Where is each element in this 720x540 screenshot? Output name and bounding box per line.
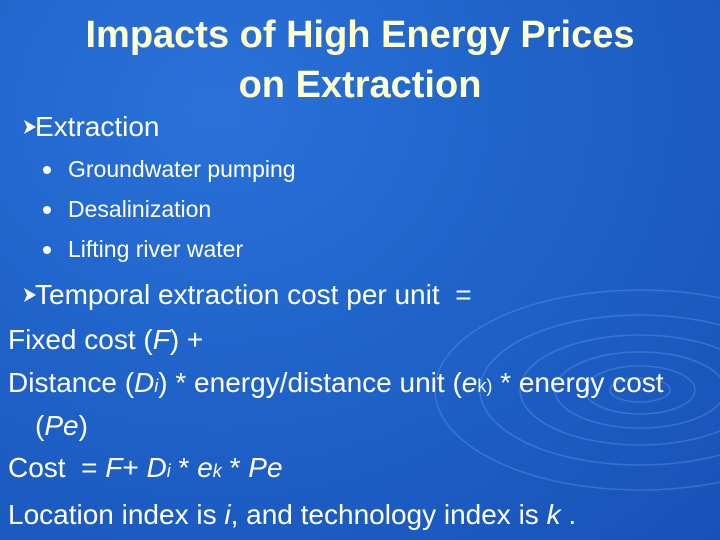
formula-paragraph: Distance (Di) * energy/distance unit (ek… (8, 363, 675, 446)
text-run: ) + (169, 324, 204, 355)
sub-bullet-dot (43, 246, 51, 254)
text-run: Fixed cost ( (8, 324, 153, 355)
sub-bullet-dot (43, 166, 51, 174)
bullet: Temporal extraction cost per unit = (35, 279, 472, 310)
text-run: + (122, 452, 147, 483)
arrow-bullets (24, 120, 36, 302)
text-run: D (134, 367, 155, 398)
text-run: Distance ( (8, 367, 135, 398)
formula-line: Cost = F+ Di * ek * Pe (8, 448, 675, 491)
title-line: on Extraction (238, 64, 482, 106)
formula-line: Location index is i, and technology inde… (8, 495, 675, 535)
text-run: k (546, 499, 561, 530)
text-run: F (105, 452, 123, 483)
text-run: Location index is (8, 499, 225, 530)
text-run: k (212, 461, 222, 481)
sub-bullet: Desalinization (68, 196, 212, 222)
text-run: i (224, 499, 231, 530)
text-run: Pe (248, 452, 283, 483)
sub-bullet: Groundwater pumping (68, 156, 296, 182)
text-run: * (221, 452, 249, 483)
formula-line: Fixed cost (F) + (8, 320, 675, 360)
text-run: F (152, 324, 170, 355)
text-run: Cost = (8, 452, 106, 483)
text-run: e (461, 367, 478, 398)
text-run: , and technology index is (230, 499, 547, 530)
arrow-bullet (24, 288, 36, 302)
text-run: i (154, 376, 159, 396)
title-line: Impacts of High Energy Prices (85, 14, 635, 56)
sub-bullet-dot (43, 206, 51, 214)
text-run: i (166, 461, 171, 481)
text-run: k) (477, 376, 493, 396)
text-run: ) * energy/distance unit ( (158, 367, 462, 398)
text-run: * (170, 452, 198, 483)
text-run: e (197, 452, 213, 483)
text-run: Pe (44, 410, 79, 441)
sub-bullet: Lifting river water (68, 236, 244, 262)
bullet: Extraction (35, 111, 160, 142)
text-run: D (146, 452, 167, 483)
text-run: * energy cost ( (35, 367, 672, 441)
text-run: . (560, 499, 577, 530)
arrow-bullet (24, 120, 36, 134)
text-run: ) (78, 410, 88, 441)
